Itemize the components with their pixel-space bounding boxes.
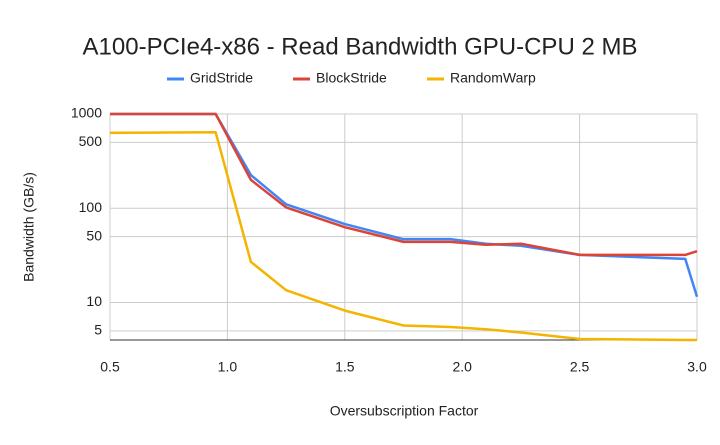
legend-label: GridStride bbox=[190, 70, 253, 86]
chart-title: A100-PCIe4-x86 - Read Bandwidth GPU-CPU … bbox=[83, 33, 638, 60]
y-tick-label: 1000 bbox=[71, 105, 102, 121]
y-tick-label: 50 bbox=[86, 227, 102, 243]
x-tick-label: 3.0 bbox=[687, 359, 707, 375]
y-tick-label: 10 bbox=[86, 293, 102, 309]
y-axis-title: Bandwidth (GB/s) bbox=[21, 172, 37, 282]
x-tick-label: 0.5 bbox=[100, 359, 120, 375]
legend-label: RandomWarp bbox=[450, 70, 536, 86]
y-tick-label: 5 bbox=[94, 322, 102, 338]
data-line bbox=[110, 112, 698, 257]
legend-label: BlockStride bbox=[316, 70, 387, 86]
data-line bbox=[109, 131, 697, 342]
x-tick-label: 2.0 bbox=[452, 359, 472, 375]
x-axis-title: Oversubscription Factor bbox=[330, 403, 479, 419]
y-tick-label: 500 bbox=[79, 133, 103, 149]
x-tick-label: 1.0 bbox=[218, 359, 238, 375]
data-line bbox=[110, 112, 699, 298]
x-tick-label: 2.5 bbox=[570, 359, 590, 375]
x-tick-label: 1.5 bbox=[335, 359, 355, 375]
y-tick-label: 100 bbox=[79, 199, 103, 215]
